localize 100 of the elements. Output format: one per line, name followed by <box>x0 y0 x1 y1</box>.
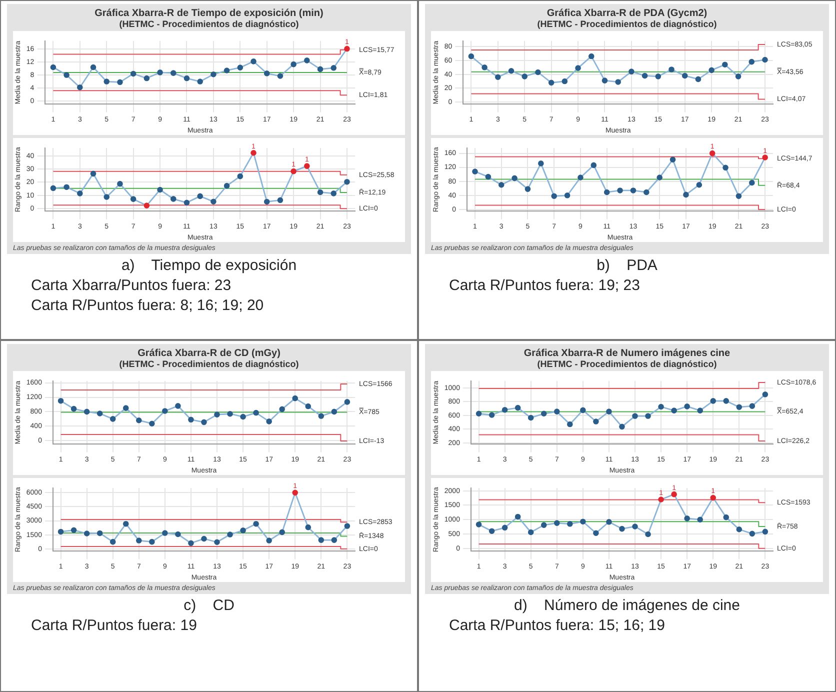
point <box>642 72 648 79</box>
point <box>227 410 233 417</box>
point <box>84 408 90 415</box>
point <box>344 178 350 185</box>
point <box>197 78 203 84</box>
chart-title: Gráfica Xbarra-R de PDA (Gycm2) <box>546 8 708 19</box>
point <box>710 398 716 404</box>
text: Carta R/Puntos fuera: 19; 23 <box>448 277 641 294</box>
point <box>697 408 703 414</box>
point <box>575 65 581 71</box>
point <box>277 197 284 204</box>
point <box>344 399 350 405</box>
point <box>606 519 612 525</box>
point <box>567 421 573 428</box>
point <box>253 410 259 416</box>
point <box>149 420 155 427</box>
point <box>122 405 129 411</box>
point <box>722 164 728 171</box>
point <box>70 406 77 412</box>
point <box>144 202 150 208</box>
point <box>290 61 296 68</box>
point <box>554 520 560 526</box>
text: Carta R/Puntos fuera: 19 <box>30 617 198 634</box>
point <box>117 180 123 187</box>
point <box>590 162 597 168</box>
point <box>292 490 298 496</box>
point <box>476 410 482 417</box>
point <box>64 72 70 78</box>
point <box>476 522 482 528</box>
chart-subtitle: (HETMC - Procedimientos de diagnóstico) <box>536 359 718 369</box>
point <box>684 404 690 410</box>
point <box>197 193 203 200</box>
point <box>482 64 488 70</box>
chart-title: Gráfica Xbarra-R de CD (mGy) <box>136 348 282 359</box>
point <box>227 532 233 538</box>
point <box>580 407 586 414</box>
point <box>554 408 560 414</box>
text: b) PDA <box>596 257 658 274</box>
point <box>253 520 259 527</box>
point <box>696 182 702 188</box>
point <box>304 163 310 169</box>
point <box>240 414 246 420</box>
point <box>264 198 270 205</box>
point <box>658 404 664 410</box>
point <box>709 150 716 156</box>
point <box>736 193 742 199</box>
point <box>90 170 96 177</box>
text: Carta R/Puntos fuera: 15; 16; 19 <box>448 617 666 634</box>
point <box>762 154 768 160</box>
point <box>214 539 220 546</box>
point <box>290 168 296 174</box>
point <box>304 58 310 64</box>
point <box>488 412 495 418</box>
point <box>671 491 677 498</box>
point <box>162 530 168 536</box>
point <box>683 192 689 198</box>
point <box>157 186 163 193</box>
text: Carta R/Puntos fuera: 8; 16; 19; 20 <box>30 297 265 314</box>
point <box>77 190 83 196</box>
point <box>593 418 599 424</box>
point <box>512 175 518 182</box>
point <box>540 522 547 528</box>
point <box>50 185 56 192</box>
point <box>602 78 608 84</box>
point <box>495 74 501 80</box>
point <box>317 66 324 72</box>
point <box>77 84 83 90</box>
point <box>632 524 638 530</box>
point <box>578 174 584 180</box>
point <box>104 194 110 200</box>
point <box>645 413 651 419</box>
point <box>564 192 570 198</box>
point <box>524 186 531 192</box>
point <box>188 540 194 546</box>
point <box>562 78 568 84</box>
point <box>305 403 312 410</box>
point <box>266 418 272 424</box>
point <box>723 398 730 404</box>
point <box>656 174 662 180</box>
point <box>682 72 688 79</box>
point <box>528 414 534 421</box>
point <box>277 73 284 79</box>
point <box>671 408 677 414</box>
point <box>170 70 176 76</box>
point <box>110 416 116 422</box>
point <box>708 67 714 74</box>
point <box>184 200 190 206</box>
point <box>535 69 541 76</box>
point <box>58 398 64 404</box>
point <box>670 156 676 162</box>
chart-subtitle: (HETMC - Procedimientos de diagnóstico) <box>118 359 300 369</box>
point <box>157 70 163 76</box>
point <box>58 528 64 535</box>
point <box>619 424 625 430</box>
point <box>331 537 338 543</box>
point <box>130 196 136 202</box>
point <box>697 516 703 522</box>
chart-subtitle: (HETMC - Procedimientos de diagnóstico) <box>536 19 718 29</box>
point <box>330 190 337 196</box>
chart-title: Gráfica Xbarra-R de Tiempo de exposición (min) <box>94 8 324 19</box>
